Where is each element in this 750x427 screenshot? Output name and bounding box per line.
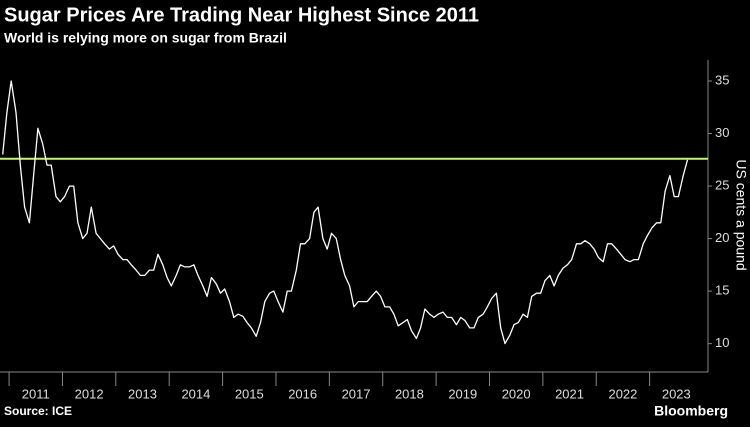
x-tick-label: 2015 [235, 386, 264, 401]
x-tick-label: 2022 [608, 386, 637, 401]
y-axis-label: US cents a pound [733, 159, 749, 270]
x-tick-label: 2021 [555, 386, 584, 401]
y-tick-label: 20 [715, 230, 729, 245]
x-tick-label: 2016 [288, 386, 317, 401]
chart-title: Sugar Prices Are Trading Near Highest Si… [4, 4, 479, 26]
source: Source: ICE [4, 404, 72, 418]
x-tick-label: 2011 [22, 386, 50, 401]
y-tick-label: 25 [715, 177, 729, 192]
y-tick-label: 10 [715, 335, 729, 350]
x-tick-label: 2018 [395, 386, 424, 401]
x-tick-label: 2012 [75, 386, 104, 401]
x-tick-label: 2023 [662, 386, 691, 401]
x-tick-label: 2020 [502, 386, 531, 401]
price-line [2, 80, 689, 345]
x-tick-label: 2019 [448, 386, 477, 401]
y-tick-label: 35 [715, 72, 729, 87]
x-tick-label: 2014 [181, 386, 210, 401]
y-tick-label: 30 [715, 125, 729, 140]
x-tick-label: 2013 [128, 386, 157, 401]
brand: Bloomberg [654, 403, 728, 419]
y-tick-label: 15 [715, 283, 729, 298]
x-tick-label: 2017 [342, 386, 371, 401]
chart-subtitle: World is relying more on sugar from Braz… [4, 30, 287, 46]
